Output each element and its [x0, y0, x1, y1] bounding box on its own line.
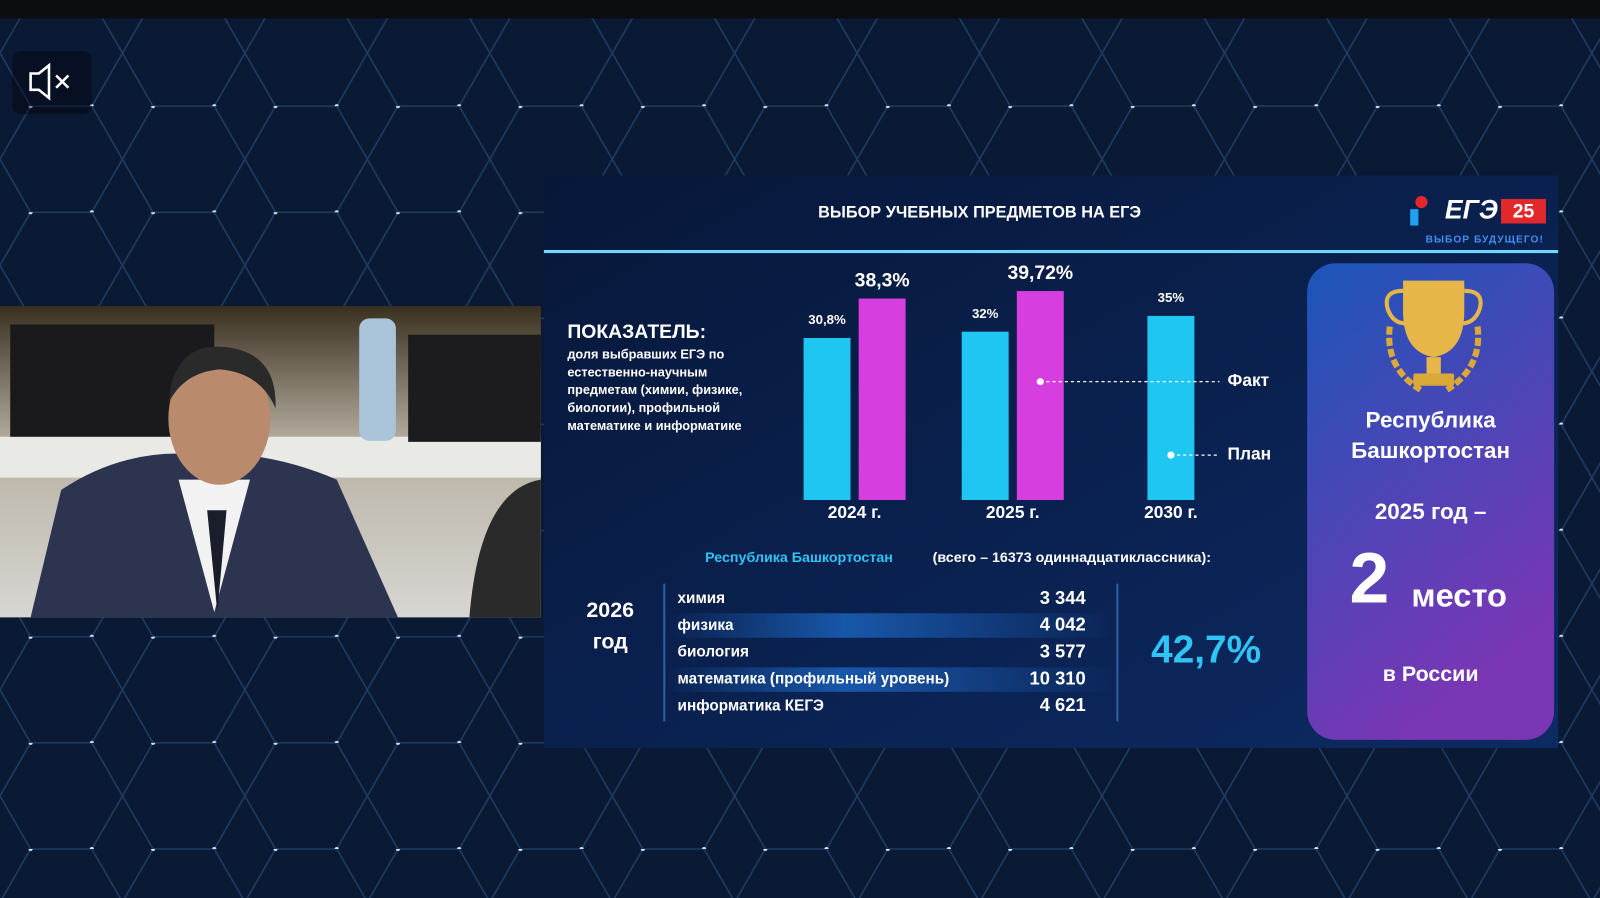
x-tick-label: 2024 г. — [828, 502, 882, 522]
region-name: Республика Башкортостан — [705, 550, 893, 566]
mute-x[interactable] — [55, 74, 70, 89]
value-label: 39,72% — [1007, 262, 1073, 284]
trophy-stem — [1426, 357, 1441, 374]
share-value: 42,7% — [1151, 628, 1261, 671]
logo-tagline: ВЫБОР БУДУЩЕГО! — [1426, 235, 1544, 246]
subject-count: 10 310 — [1030, 667, 1086, 688]
logo-badge-bg — [1501, 199, 1546, 224]
bar — [1016, 291, 1064, 501]
speaker-icon[interactable] — [29, 62, 51, 101]
award-scope: в России — [1383, 662, 1479, 686]
indicator-line: биологии), профильной — [567, 400, 720, 415]
mute-bg[interactable] — [12, 51, 92, 115]
legend-dot — [1036, 378, 1044, 386]
legend-label: Факт — [1228, 370, 1270, 390]
award-region: Республика — [1366, 407, 1497, 432]
trophy-handles — [1384, 288, 1483, 326]
bar — [858, 298, 906, 501]
value-label: 30,8% — [808, 312, 846, 327]
subject-name: химия — [678, 590, 726, 607]
indicator-line: математике и информатике — [567, 418, 741, 433]
row-highlight — [665, 613, 1115, 638]
bar — [961, 331, 1009, 501]
subject-name: информатика КЕГЭ — [678, 697, 824, 714]
trophy — [1403, 280, 1465, 358]
trophy-base — [1413, 373, 1455, 386]
indicator-heading: ПОКАЗАТЕЛЬ: — [567, 321, 706, 343]
slide-title: ВЫБОР УЧЕБНЫХ ПРЕДМЕТОВ НА ЕГЭ — [818, 204, 1141, 222]
x-tick-label: 2030 г. — [1144, 502, 1198, 522]
subject-name: физика — [678, 617, 734, 634]
subject-count: 3 577 — [1040, 641, 1086, 662]
bar — [1147, 315, 1195, 501]
year-label: 2026 — [586, 598, 634, 622]
value-label: 38,3% — [855, 269, 910, 291]
separator — [663, 583, 666, 722]
award-place-word: место — [1411, 577, 1507, 614]
top-bar — [0, 0, 1600, 19]
head — [168, 352, 271, 485]
separator — [1116, 583, 1119, 722]
region-total: (всего – 16373 одиннадцатиклассника): — [933, 550, 1211, 566]
row-highlight — [665, 667, 1115, 692]
mute-button[interactable] — [12, 51, 92, 115]
logo: ЕГЭ 25 ВЫБОР БУДУЩЕГО! — [1410, 194, 1546, 246]
subject-name: биология — [678, 644, 749, 661]
tie — [207, 510, 227, 613]
indicator-text: доля выбравших ЕГЭ по естественно-научным… — [567, 346, 742, 432]
value-label: 32% — [972, 306, 999, 321]
indicator-line: доля выбравших ЕГЭ по — [567, 346, 724, 361]
neighbor — [469, 479, 541, 618]
subject-count: 4 621 — [1040, 694, 1086, 715]
indicator-line: предметам (химии, физике, — [567, 382, 742, 397]
value-label: 35% — [1158, 290, 1185, 305]
indicator-line: естественно-научным — [567, 364, 707, 379]
speaker-video — [0, 306, 541, 618]
logo-text: ЕГЭ — [1445, 194, 1498, 224]
hair — [168, 346, 276, 409]
award-bg — [1307, 263, 1555, 740]
legend-dot — [1167, 451, 1175, 459]
logo-badge: 25 — [1513, 200, 1535, 222]
year-label: год — [593, 630, 628, 654]
subject-count: 4 042 — [1040, 614, 1086, 635]
monitor — [408, 334, 541, 442]
award-place: 2 — [1350, 539, 1390, 619]
bar-chart: 30,8% 38,3% 2024 г. 32% 39,72% 2025 г. 35% 2030… — [803, 262, 1272, 522]
subject-table: химия 3 344 физика 4 042 биология 3 577 матема… — [678, 587, 1087, 715]
legend-label: План — [1228, 444, 1272, 464]
subject-count: 3 344 — [1040, 587, 1087, 608]
bottle — [359, 318, 396, 441]
header-line — [543, 250, 1559, 254]
logo-figure — [1410, 209, 1419, 226]
subject-name: математика (профильный уровень) — [678, 671, 950, 688]
laurel — [1386, 326, 1482, 393]
logo-figure — [1415, 195, 1428, 209]
award-year: 2025 год – — [1375, 499, 1487, 524]
x-tick-label: 2025 г. — [986, 502, 1040, 522]
slide: ВЫБОР УЧЕБНЫХ ПРЕДМЕТОВ НА ЕГЭ ЕГЭ 25 ВЫ… — [543, 175, 1559, 748]
bar — [803, 337, 851, 501]
award-region: Башкортостан — [1351, 438, 1510, 463]
award-card: Республика Башкортостан 2025 год – 2 мес… — [1307, 263, 1555, 740]
